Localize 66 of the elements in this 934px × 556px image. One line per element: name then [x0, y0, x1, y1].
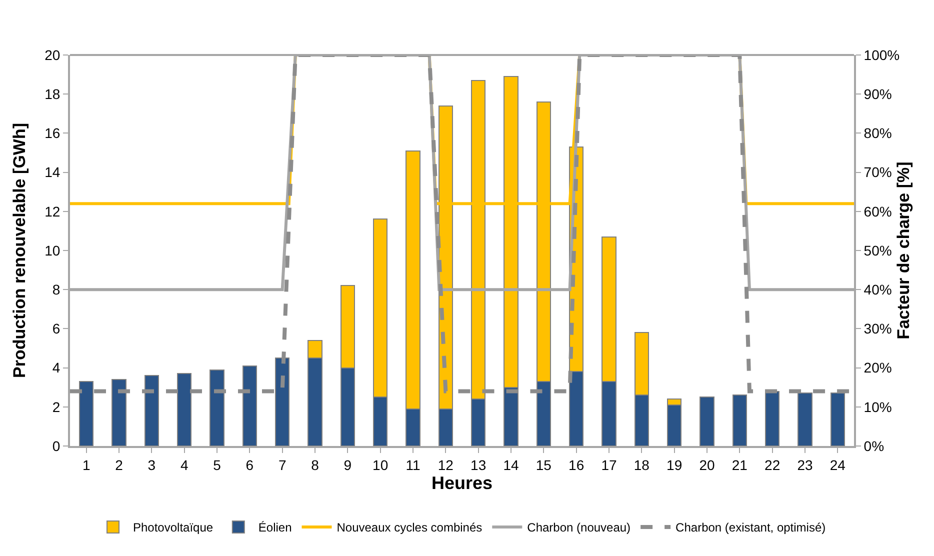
- x-tick-label: 21: [732, 456, 748, 473]
- bar: [242, 365, 258, 446]
- bar: [78, 380, 94, 446]
- y-axis-title: Production renouvelable [GWh]: [10, 122, 29, 378]
- x-tick-label: 4: [180, 456, 188, 473]
- y2-tick-label: 60%: [864, 203, 892, 220]
- bar: [830, 392, 846, 446]
- x-tick-label: 10: [372, 456, 388, 473]
- y2-tick-label: 20%: [864, 360, 892, 376]
- legend-label: Nouveaux cycles combinés: [336, 520, 482, 535]
- x-tick-label: 5: [213, 456, 222, 473]
- y-tick-label: 20: [44, 46, 60, 63]
- y2-tick-label: 70%: [864, 164, 892, 180]
- legend-label: Éolien: [258, 520, 292, 535]
- x-tick-label: 24: [830, 456, 846, 473]
- legend-label: Photovoltaïque: [133, 520, 214, 535]
- y2-tick-label: 40%: [864, 282, 892, 298]
- x-axis-title: Heures: [431, 472, 493, 493]
- x-tick-label: 19: [666, 456, 682, 473]
- y2-tick-label: 100%: [864, 46, 900, 63]
- y2-tick-label: 0%: [864, 438, 884, 454]
- bar: [798, 392, 812, 446]
- y-tick-label: 0: [52, 438, 60, 454]
- x-tick-label: 23: [797, 456, 813, 473]
- y-tick-label: 18: [44, 86, 60, 102]
- x-tick-label: 18: [634, 456, 650, 473]
- y-tick-label: 2: [52, 398, 60, 415]
- x-tick-label: 1: [82, 456, 90, 473]
- x-tick-label: 11: [406, 456, 420, 473]
- y2-tick-label: 10%: [864, 398, 892, 415]
- x-tick-label: 14: [503, 456, 519, 473]
- x-tick-label: 12: [438, 456, 454, 473]
- x-tick-label: 9: [344, 456, 352, 473]
- bar: [700, 396, 714, 446]
- bar: [210, 369, 224, 446]
- bar: [764, 390, 780, 446]
- bar: [112, 379, 126, 446]
- y2-tick-label: 80%: [864, 125, 892, 142]
- y-tick-label: 6: [52, 320, 60, 337]
- bar: [732, 394, 748, 446]
- y2-tick-label: 30%: [864, 320, 892, 337]
- x-tick-label: 8: [311, 456, 320, 473]
- y2-tick-label: 90%: [864, 86, 892, 102]
- y-tick-label: 10: [44, 242, 60, 258]
- x-tick-label: 13: [470, 456, 486, 473]
- x-tick-label: 7: [278, 456, 286, 473]
- bar: [274, 358, 290, 446]
- bar: [176, 373, 192, 446]
- x-tick-label: 6: [246, 456, 254, 473]
- y2-tick-label: 50%: [864, 242, 892, 258]
- x-tick-label: 3: [148, 456, 156, 473]
- y-tick-label: 4: [52, 360, 60, 376]
- y-tick-label: 8: [52, 282, 60, 298]
- x-tick-label: 16: [568, 456, 584, 473]
- bar: [144, 375, 160, 446]
- x-tick-label: 2: [115, 456, 124, 473]
- legend-label: Charbon (existant, optimisé): [676, 520, 826, 535]
- y-tick-label: 16: [44, 125, 60, 142]
- x-tick-label: 22: [764, 456, 780, 473]
- y-tick-label: 12: [44, 203, 60, 220]
- legend-label: Charbon (nouveau): [527, 520, 631, 535]
- y2-axis-title: Facteur de charge [%]: [894, 162, 913, 340]
- y-tick-label: 14: [44, 164, 60, 180]
- x-tick-label: 20: [699, 456, 715, 473]
- x-tick-label: 17: [601, 456, 617, 473]
- x-tick-label: 15: [536, 456, 552, 473]
